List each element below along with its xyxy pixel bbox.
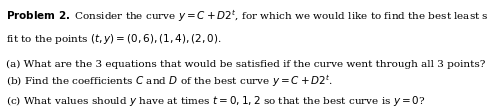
Text: $\mathbf{Problem\ 2.}$ Consider the curve $y = C + D2^t$, for which we would lik: $\mathbf{Problem\ 2.}$ Consider the curv… [6,8,488,24]
Text: fit to the points $(t, y) = (0, 6), (1, 4), (2, 0)$.: fit to the points $(t, y) = (0, 6), (1, … [6,32,221,46]
Text: (a) What are the 3 equations that would be satisfied if the curve went through a: (a) What are the 3 equations that would … [6,59,484,69]
Text: (b) Find the coefficients $C$ and $D$ of the best curve $y = C + D2^t$.: (b) Find the coefficients $C$ and $D$ of… [6,74,332,89]
Text: (c) What values should $y$ have at times $t = 0, 1, 2$ so that the best curve is: (c) What values should $y$ have at times… [6,94,425,108]
